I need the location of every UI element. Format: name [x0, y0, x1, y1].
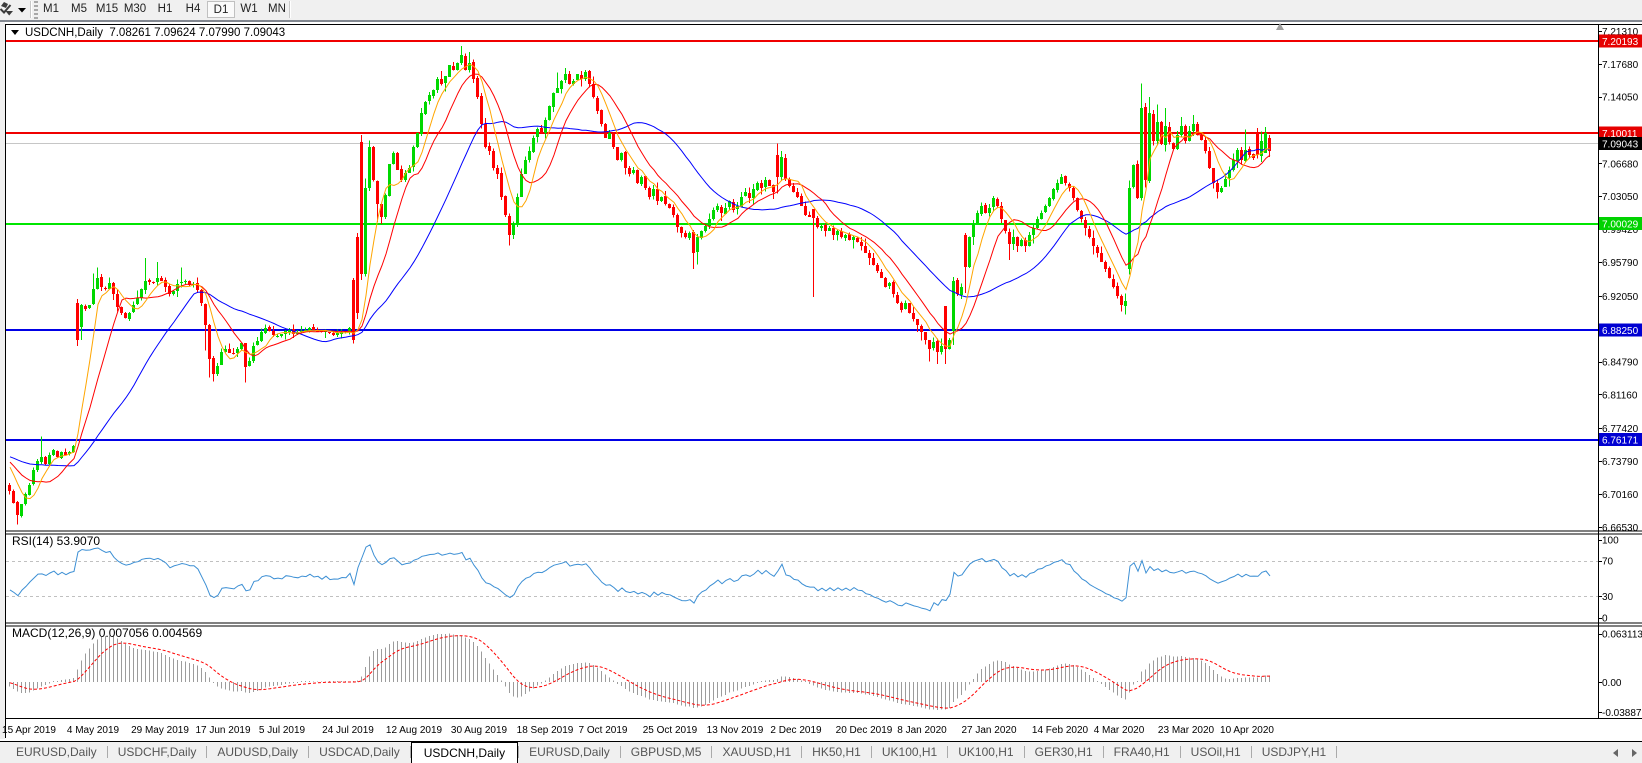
- svg-text:6.73790: 6.73790: [1602, 457, 1639, 468]
- svg-text:15 Apr 2019: 15 Apr 2019: [2, 725, 56, 736]
- svg-text:6.77420: 6.77420: [1602, 424, 1639, 435]
- svg-text:30 Aug 2019: 30 Aug 2019: [451, 725, 508, 736]
- svg-text:6.88250: 6.88250: [1602, 326, 1639, 337]
- svg-text:6.84790: 6.84790: [1602, 358, 1639, 369]
- svg-text:6.99420: 6.99420: [1602, 225, 1639, 236]
- svg-text:6.92050: 6.92050: [1602, 292, 1639, 303]
- svg-text:13 Nov 2019: 13 Nov 2019: [707, 725, 764, 736]
- svg-text:7.20193: 7.20193: [1602, 37, 1639, 48]
- svg-text:14 Feb 2020: 14 Feb 2020: [1032, 725, 1089, 736]
- svg-text:6.81160: 6.81160: [1602, 390, 1638, 401]
- svg-text:70: 70: [1602, 557, 1614, 568]
- svg-text:7.09043: 7.09043: [1602, 140, 1639, 151]
- svg-text:5 Jul 2019: 5 Jul 2019: [259, 725, 306, 736]
- svg-text:7.14050: 7.14050: [1602, 93, 1639, 104]
- svg-text:7.17680: 7.17680: [1602, 60, 1639, 71]
- svg-text:-0.038872: -0.038872: [1602, 708, 1642, 719]
- svg-text:17 Jun 2019: 17 Jun 2019: [195, 725, 250, 736]
- svg-text:7 Oct 2019: 7 Oct 2019: [579, 725, 628, 736]
- svg-text:7.03050: 7.03050: [1602, 192, 1639, 203]
- svg-text:24 Jul 2019: 24 Jul 2019: [322, 725, 374, 736]
- svg-text:7.21310: 7.21310: [1602, 27, 1639, 38]
- svg-text:20 Dec 2019: 20 Dec 2019: [836, 725, 893, 736]
- svg-text:23 Mar 2020: 23 Mar 2020: [1158, 725, 1215, 736]
- svg-text:0.063113: 0.063113: [1602, 630, 1642, 641]
- svg-text:4 May 2019: 4 May 2019: [67, 725, 120, 736]
- svg-text:100: 100: [1602, 536, 1619, 547]
- svg-text:25 Oct 2019: 25 Oct 2019: [643, 725, 698, 736]
- svg-text:6.95790: 6.95790: [1602, 258, 1639, 269]
- svg-text:18 Sep 2019: 18 Sep 2019: [517, 725, 574, 736]
- svg-text:RSI(14) 53.9070: RSI(14) 53.9070: [12, 534, 100, 548]
- svg-text:2 Dec 2019: 2 Dec 2019: [770, 725, 822, 736]
- svg-text:4 Mar 2020: 4 Mar 2020: [1094, 725, 1145, 736]
- svg-text:6.70160: 6.70160: [1602, 490, 1639, 501]
- svg-text:12 Aug 2019: 12 Aug 2019: [386, 725, 443, 736]
- svg-text:0: 0: [1602, 614, 1608, 625]
- svg-text:USDCNH,Daily 7.08261 7.09624: USDCNH,Daily 7.08261 7.09624 7.07990 7.0…: [25, 27, 285, 39]
- svg-text:29 May 2019: 29 May 2019: [131, 725, 189, 736]
- svg-text:MACD(12,26,9) 0.007056 0.00456: MACD(12,26,9) 0.007056 0.004569: [12, 626, 202, 640]
- svg-text:7.00029: 7.00029: [1602, 220, 1639, 231]
- svg-text:10 Apr 2020: 10 Apr 2020: [1220, 725, 1274, 736]
- svg-text:6.66530: 6.66530: [1602, 523, 1639, 534]
- svg-text:6.76171: 6.76171: [1602, 436, 1639, 447]
- svg-text:27 Jan 2020: 27 Jan 2020: [961, 725, 1016, 736]
- svg-text:7.10011: 7.10011: [1602, 129, 1638, 140]
- svg-text:7.06680: 7.06680: [1602, 159, 1639, 170]
- svg-text:30: 30: [1602, 592, 1614, 603]
- svg-text:0.00: 0.00: [1602, 678, 1622, 689]
- svg-text:8 Jan 2020: 8 Jan 2020: [897, 725, 947, 736]
